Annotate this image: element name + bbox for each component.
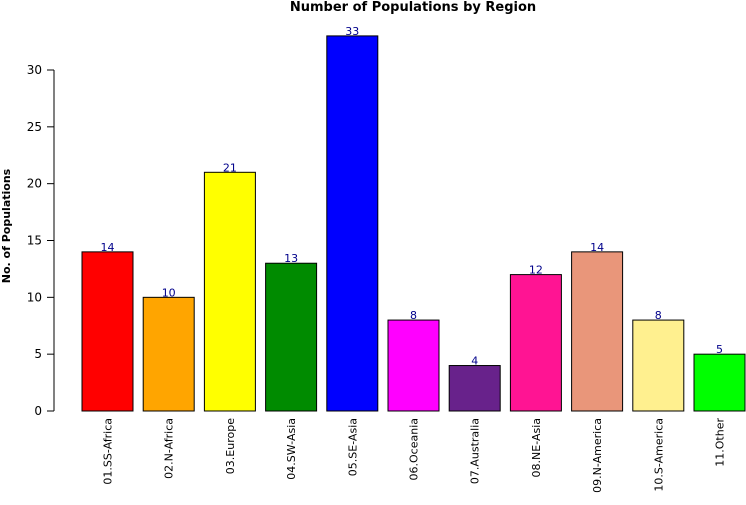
- y-tick-label-5: 5: [34, 347, 42, 361]
- bar-6: [387, 319, 440, 412]
- y-tick-label-15: 15: [27, 234, 42, 248]
- bar-5: [326, 35, 379, 412]
- data-label-2: 10: [162, 286, 176, 299]
- bar-7: [448, 365, 501, 412]
- data-label-9: 14: [590, 241, 604, 254]
- data-label-5: 33: [345, 25, 359, 38]
- category-label-3: 03.Europe: [224, 418, 237, 474]
- y-tick-label-25: 25: [27, 120, 42, 134]
- data-label-7: 4: [471, 355, 478, 368]
- y-tick-label-30: 30: [27, 63, 42, 77]
- bar-9: [571, 251, 624, 412]
- category-label-2: 02.N-Africa: [163, 418, 176, 479]
- category-label-8: 08.NE-Asia: [530, 418, 543, 477]
- y-axis-ticks: 0 5 10 15 20 25 30: [27, 63, 54, 418]
- data-label-4: 13: [284, 252, 298, 265]
- category-labels-group: 01.SS-Africa 02.N-Africa 03.Europe 04.SW-As…: [102, 418, 727, 493]
- data-label-6: 8: [410, 309, 417, 322]
- bar-2: [142, 296, 195, 412]
- bar-1: [81, 251, 134, 412]
- y-tick-label-0: 0: [34, 404, 42, 418]
- bars-group: [81, 35, 746, 412]
- bar-4: [265, 262, 318, 412]
- y-axis-label: No. of Populations: [0, 168, 13, 283]
- y-tick-label-10: 10: [27, 290, 42, 304]
- bar-11: [693, 353, 746, 412]
- data-label-10: 8: [655, 309, 662, 322]
- data-label-11: 5: [716, 343, 723, 356]
- bar-8: [509, 274, 562, 412]
- bar-3: [203, 171, 256, 412]
- category-label-7: 07.Australia: [469, 418, 482, 484]
- y-tick-label-20: 20: [27, 177, 42, 191]
- category-label-11: 11.Other: [714, 418, 727, 467]
- data-label-8: 12: [529, 264, 543, 277]
- category-label-1: 01.SS-Africa: [102, 418, 115, 485]
- bar-10: [632, 319, 685, 412]
- category-label-6: 06.Oceania: [408, 418, 421, 480]
- data-label-3: 21: [223, 161, 237, 174]
- data-labels-group: 14 10 21 13 33 8 4 12 14 8 5: [101, 25, 724, 368]
- category-label-9: 09.N-America: [591, 418, 604, 493]
- category-label-10: 10.S-America: [652, 418, 665, 492]
- category-label-4: 04.SW-Asia: [285, 418, 298, 480]
- chart-title: Number of Populations by Region: [290, 0, 536, 15]
- category-label-5: 05.SE-Asia: [346, 418, 359, 476]
- data-label-1: 14: [101, 241, 115, 254]
